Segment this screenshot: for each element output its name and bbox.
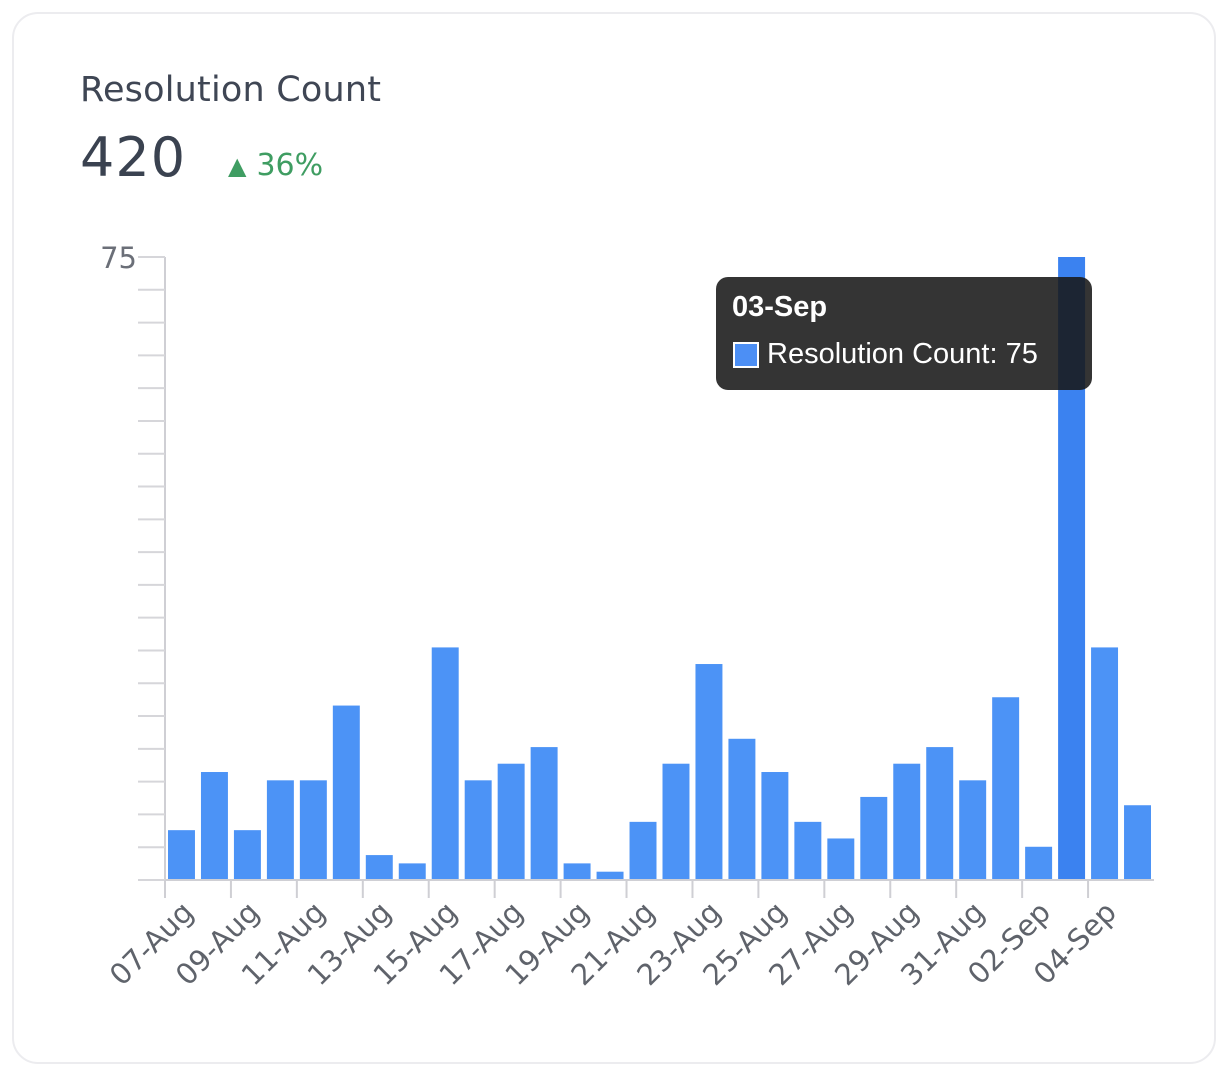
bar-11-Aug (299, 780, 327, 880)
card-title: Resolution Count (80, 70, 382, 110)
bar-02-Sep (1025, 846, 1053, 880)
bar-20-Aug (596, 871, 624, 880)
bar-21-Aug (629, 821, 657, 880)
tooltip-title: 03-Sep (732, 291, 828, 323)
bar-31-Aug (959, 780, 987, 880)
bar-23-Aug (695, 664, 723, 880)
bar-12-Aug (332, 705, 360, 880)
bar-13-Aug (365, 855, 393, 880)
bar-04-Sep (1091, 647, 1119, 880)
bar-16-Aug (464, 780, 492, 880)
triangle-up-icon: ▲ (228, 151, 247, 180)
chart-tooltip: 03-Sep Resolution Count: 75 (716, 277, 1092, 390)
bar-29-Aug (893, 763, 921, 880)
bar-09-Aug (233, 830, 261, 880)
x-axis: 07-Aug09-Aug11-Aug13-Aug15-Aug17-Aug19-A… (103, 879, 1154, 992)
delta-text: 36% (256, 148, 324, 183)
bar-27-Aug (827, 838, 855, 880)
y-tick-label: 75 (100, 241, 137, 275)
tooltip-swatch (733, 341, 759, 368)
tooltip-row: Resolution Count: 75 (732, 338, 1076, 371)
bar-15-Aug (431, 647, 459, 880)
bar-17-Aug (497, 763, 525, 880)
resolution-count-card (12, 12, 1216, 1064)
delta-badge: ▲ 36% (228, 148, 323, 183)
bar-25-Aug (761, 772, 789, 880)
y-axis: 75 (100, 241, 166, 881)
metric-value: 420 (80, 126, 187, 189)
bar-26-Aug (794, 821, 822, 880)
bar-08-Aug (200, 772, 228, 880)
bar-30-Aug (926, 747, 954, 880)
tooltip-series-label: Resolution Count: 75 (767, 338, 1038, 370)
bar-14-Aug (398, 863, 426, 880)
bar-18-Aug (530, 747, 558, 880)
bar-19-Aug (563, 863, 591, 880)
bar-24-Aug (728, 738, 756, 880)
bar-22-Aug (662, 763, 690, 880)
bar-05-Sep (1124, 805, 1151, 880)
bar-07-Aug (168, 830, 195, 880)
bar-01-Sep (992, 697, 1020, 880)
bar-10-Aug (266, 780, 294, 880)
bar-28-Aug (860, 796, 888, 880)
